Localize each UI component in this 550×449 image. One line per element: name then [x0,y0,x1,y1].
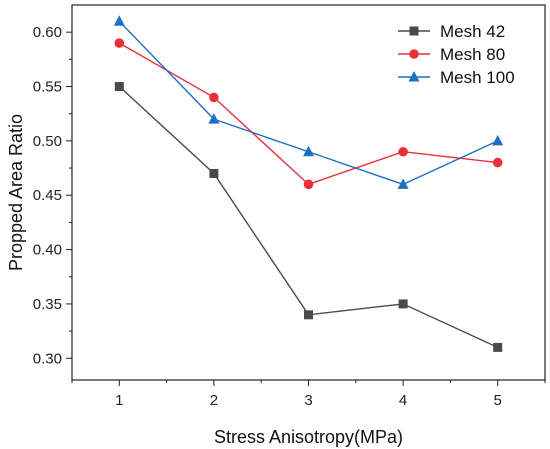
series-mesh-80 [114,38,503,190]
data-point [397,178,409,189]
y-tick-label: 0.55 [33,79,62,96]
y-tick-label: 0.45 [33,187,62,204]
x-axis-title: Stress Anisotropy(MPa) [214,427,403,447]
data-point [114,38,125,48]
legend-item: Mesh 100 [398,68,515,87]
legend-item: Mesh 42 [398,22,505,41]
x-tick-label: 3 [304,392,312,409]
legend-label: Mesh 42 [440,22,505,41]
data-point [398,299,408,309]
series-mesh-42 [114,82,503,352]
data-point [208,113,220,124]
data-point [398,146,408,157]
legend-item: Mesh 80 [398,45,505,64]
data-point [493,342,503,352]
legend: Mesh 42 Mesh 80 Mesh 100 [398,22,515,87]
series-mesh-100 [113,15,504,189]
data-point [492,157,503,168]
data-point [303,145,314,157]
y-axis-title: Propped Area Ratio [6,114,26,271]
legend-label: Mesh 100 [440,68,515,87]
y-tick-label: 0.30 [33,350,62,367]
y-tick-label: 0.50 [33,133,62,150]
data-point [304,310,313,320]
data-point [113,15,125,26]
data-point [209,168,219,178]
legend-marker [409,26,419,36]
series-layer [113,15,504,352]
x-tick-label: 2 [210,392,218,409]
legend-marker [408,71,420,82]
y-tick-label: 0.40 [33,242,62,259]
legend-label: Mesh 80 [440,45,505,64]
series-line [118,42,498,186]
x-tick-label: 1 [115,392,123,409]
data-point [492,134,504,146]
data-point [209,92,219,103]
y-tick-label: 0.60 [33,24,62,41]
data-point [114,82,124,92]
x-tick-label: 4 [399,392,407,409]
y-tick-label: 0.35 [33,296,62,313]
data-point [303,179,314,190]
x-tick-label: 5 [494,392,502,409]
axes: 1 2 3 4 5 0.30 0.35 0.40 0.45 0.50 0.55 0.60 [33,4,546,409]
legend-marker [409,49,419,59]
series-line [118,86,498,349]
